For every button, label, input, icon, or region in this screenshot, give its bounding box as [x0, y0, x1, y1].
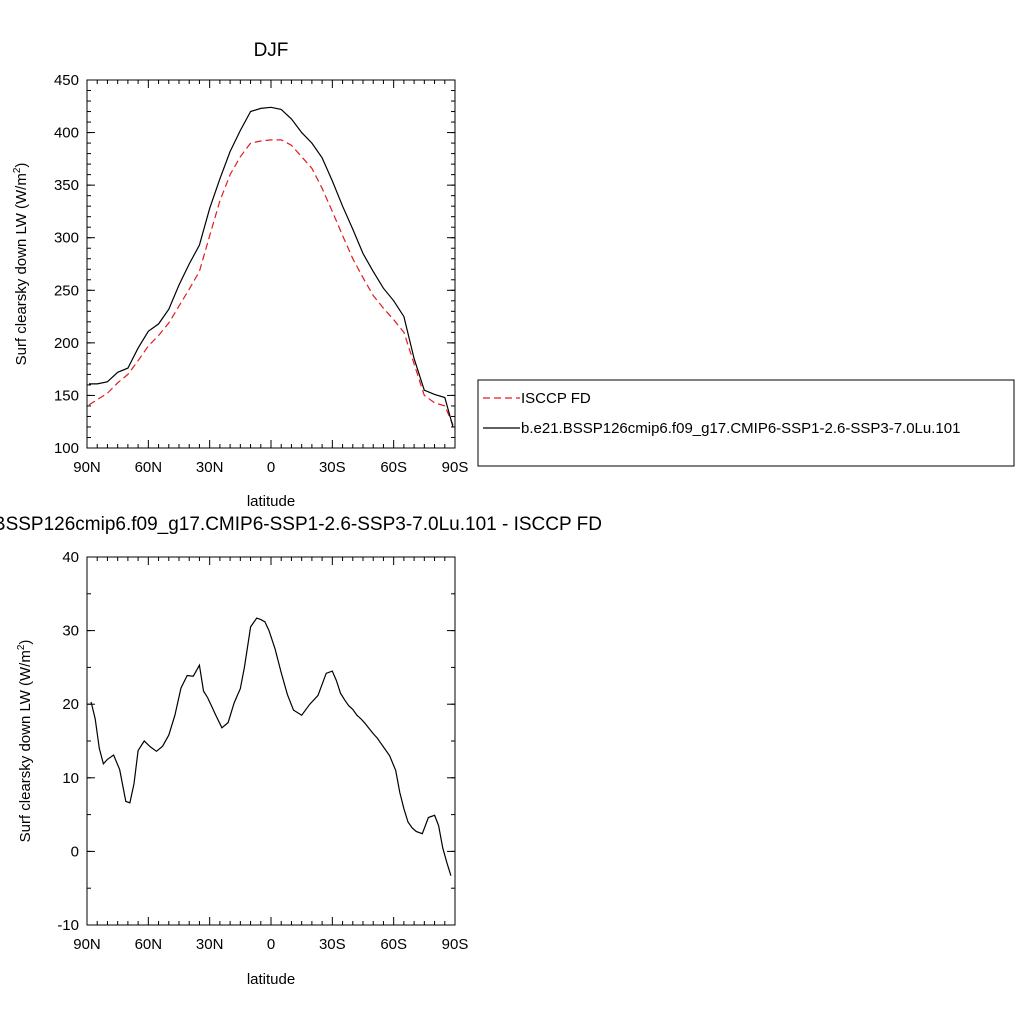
- x-tick-label: 90N: [73, 459, 101, 476]
- y-tick-label: 10: [62, 770, 79, 787]
- x-axis-label: latitude: [247, 493, 295, 510]
- x-axis-label: latitude: [247, 971, 295, 988]
- x-tick-label: 30N: [196, 936, 224, 953]
- y-axis-label-text: Surf clearsky down LW (W/m: [17, 650, 34, 842]
- y-tick-label: 450: [54, 72, 79, 89]
- y-tick-label: 150: [54, 387, 79, 404]
- series-line-isccp-fd: [88, 139, 454, 426]
- x-tick-label: 30S: [319, 936, 346, 953]
- y-tick-label: 40: [62, 549, 79, 566]
- x-tick-label: 30N: [196, 459, 224, 476]
- y-axis-label: Surf clearsky down LW (W/m2): [16, 640, 34, 843]
- x-tick-label: 0: [267, 936, 275, 953]
- x-tick-label: 90S: [442, 936, 469, 953]
- legend-label: ISCCP FD: [521, 390, 591, 407]
- y-axis-label-tail: ): [13, 163, 30, 168]
- legend: ISCCP FD b.e21.BSSP126cmip6.f09_g17.CMIP6…: [477, 379, 1015, 467]
- y-axis-label-tail: ): [17, 640, 34, 645]
- x-tick-label: 90S: [442, 459, 469, 476]
- y-tick-label: -10: [57, 917, 79, 934]
- y-axis-label: Surf clearsky down LW (W/m2): [12, 163, 30, 366]
- y-tick-label: 100: [54, 440, 79, 457]
- y-tick-label: 300: [54, 230, 79, 247]
- x-tick-label: 30S: [319, 459, 346, 476]
- bottom-panel-difference: 90N 60N 30N 0 30S 60S 90S -10 0 10 20 30 40 b.e21.BSS…: [0, 514, 602, 988]
- y-tick-label: 0: [71, 843, 79, 860]
- y-tick-label: 30: [62, 623, 79, 640]
- chart-title: DJF: [254, 40, 289, 61]
- y-axis-label-superscript: 2: [12, 167, 23, 173]
- x-tick-label: 60N: [135, 459, 163, 476]
- legend-label: b.e21.BSSP126cmip6.f09_g17.CMIP6-SSP1-2.…: [521, 420, 960, 437]
- x-tick-label: 60S: [380, 459, 407, 476]
- top-panel-djf: 90N 60N 30N 0 30S 60S 90S 100 150 200 250 300 350 400…: [12, 40, 468, 510]
- y-tick-label: 250: [54, 282, 79, 299]
- legend-box: [477, 379, 1015, 467]
- y-tick-label: 400: [54, 125, 79, 142]
- y-axis-label-superscript: 2: [16, 644, 27, 650]
- x-tick-label: 90N: [73, 936, 101, 953]
- x-tick-label: 0: [267, 459, 275, 476]
- series-line-model: [89, 106, 454, 428]
- y-tick-label: 200: [54, 335, 79, 352]
- chart-title: b.e21.BSSP126cmip6.f09_g17.CMIP6-SSP1-2.…: [0, 514, 602, 535]
- y-axis-label-text: Surf clearsky down LW (W/m: [13, 173, 30, 365]
- plot-frame: [86, 556, 456, 926]
- x-tick-label: 60N: [135, 936, 163, 953]
- x-tick-label: 60S: [380, 936, 407, 953]
- series-line-difference: [90, 617, 452, 876]
- y-tick-label: 350: [54, 177, 79, 194]
- plot-frame: [86, 79, 456, 449]
- y-tick-label: 20: [62, 696, 79, 713]
